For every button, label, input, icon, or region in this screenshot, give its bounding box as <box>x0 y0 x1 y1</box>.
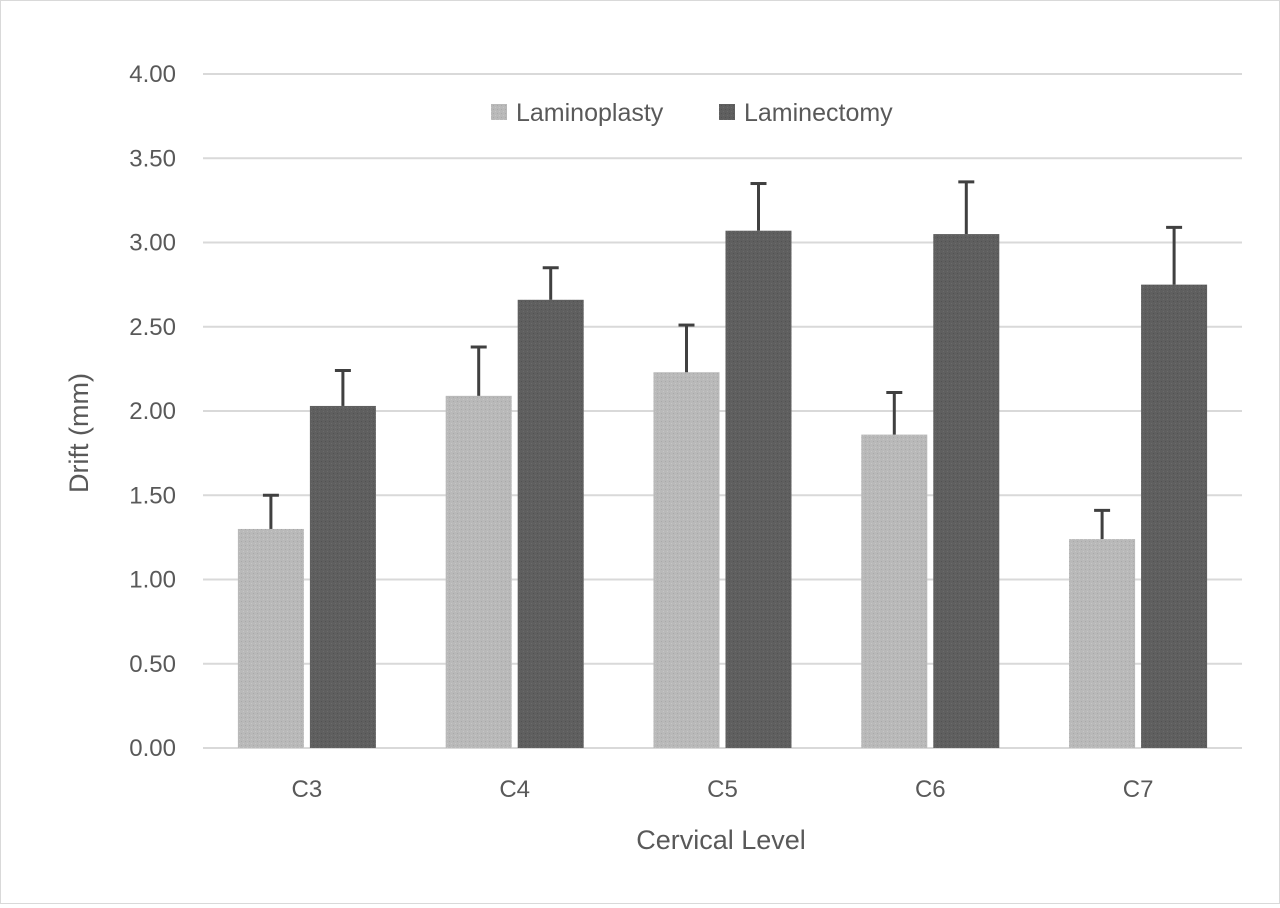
error-bar-laminectomy-c5 <box>750 182 767 231</box>
y-tick-label: 1.50 <box>129 482 176 509</box>
y-tick-label: 0.00 <box>129 735 176 762</box>
error-bar-laminectomy-c3 <box>334 369 351 406</box>
gridlines <box>203 73 1242 749</box>
y-tick-label: 2.50 <box>129 314 176 341</box>
bar-laminoplasty-c6 <box>861 434 928 748</box>
legend-swatch <box>491 104 507 120</box>
error-bar-laminoplasty-c3 <box>262 493 279 529</box>
legend-item-laminoplasty: Laminoplasty <box>491 99 664 127</box>
x-tick-label: C5 <box>707 776 738 803</box>
bar-laminectomy-c7 <box>1141 284 1208 748</box>
y-tick-label: 1.00 <box>129 567 176 594</box>
bar-laminoplasty-c3 <box>237 528 304 748</box>
bar-laminectomy-c3 <box>309 405 376 748</box>
y-tick-label: 4.00 <box>129 61 176 88</box>
legend-swatch <box>719 104 735 120</box>
y-tick-label: 2.00 <box>129 398 176 425</box>
legend-label: Laminoplasty <box>516 99 664 127</box>
bar-laminoplasty-c5 <box>653 372 720 748</box>
bar-laminectomy-c6 <box>933 234 1000 748</box>
bar-laminectomy-c4 <box>517 299 584 748</box>
bar-laminoplasty-c4 <box>445 395 512 748</box>
y-tick-label: 0.50 <box>129 651 176 678</box>
y-axis-tick-labels: 0.00 0.50 1.00 1.50 2.00 2.50 3.00 3.50 4.00 <box>129 61 176 762</box>
error-bar-laminectomy-c6 <box>958 180 975 235</box>
x-axis-tick-labels: C3 C4 C5 C6 C7 <box>292 776 1154 803</box>
bar-laminectomy-c5 <box>725 230 792 748</box>
legend-label: Laminectomy <box>744 99 893 127</box>
error-bars <box>262 180 1183 540</box>
x-axis-title: Cervical Level <box>636 825 806 855</box>
error-bar-laminectomy-c7 <box>1166 225 1183 285</box>
x-tick-label: C7 <box>1123 776 1154 803</box>
y-tick-label: 3.50 <box>129 145 176 172</box>
bar-laminoplasty-c7 <box>1069 539 1136 748</box>
bars <box>237 230 1208 748</box>
y-axis-title: Drift (mm) <box>64 373 94 493</box>
error-bar-laminoplasty-c6 <box>886 390 903 435</box>
error-bar-laminectomy-c4 <box>542 266 559 300</box>
legend: Laminoplasty Laminectomy <box>491 99 893 127</box>
y-tick-label: 3.00 <box>129 230 176 257</box>
error-bar-laminoplasty-c4 <box>470 345 487 396</box>
legend-item-laminectomy: Laminectomy <box>719 99 893 127</box>
x-tick-label: C3 <box>292 776 323 803</box>
error-bar-laminoplasty-c5 <box>678 323 695 373</box>
x-tick-label: C4 <box>499 776 530 803</box>
error-bar-laminoplasty-c7 <box>1094 508 1111 540</box>
x-tick-label: C6 <box>915 776 946 803</box>
